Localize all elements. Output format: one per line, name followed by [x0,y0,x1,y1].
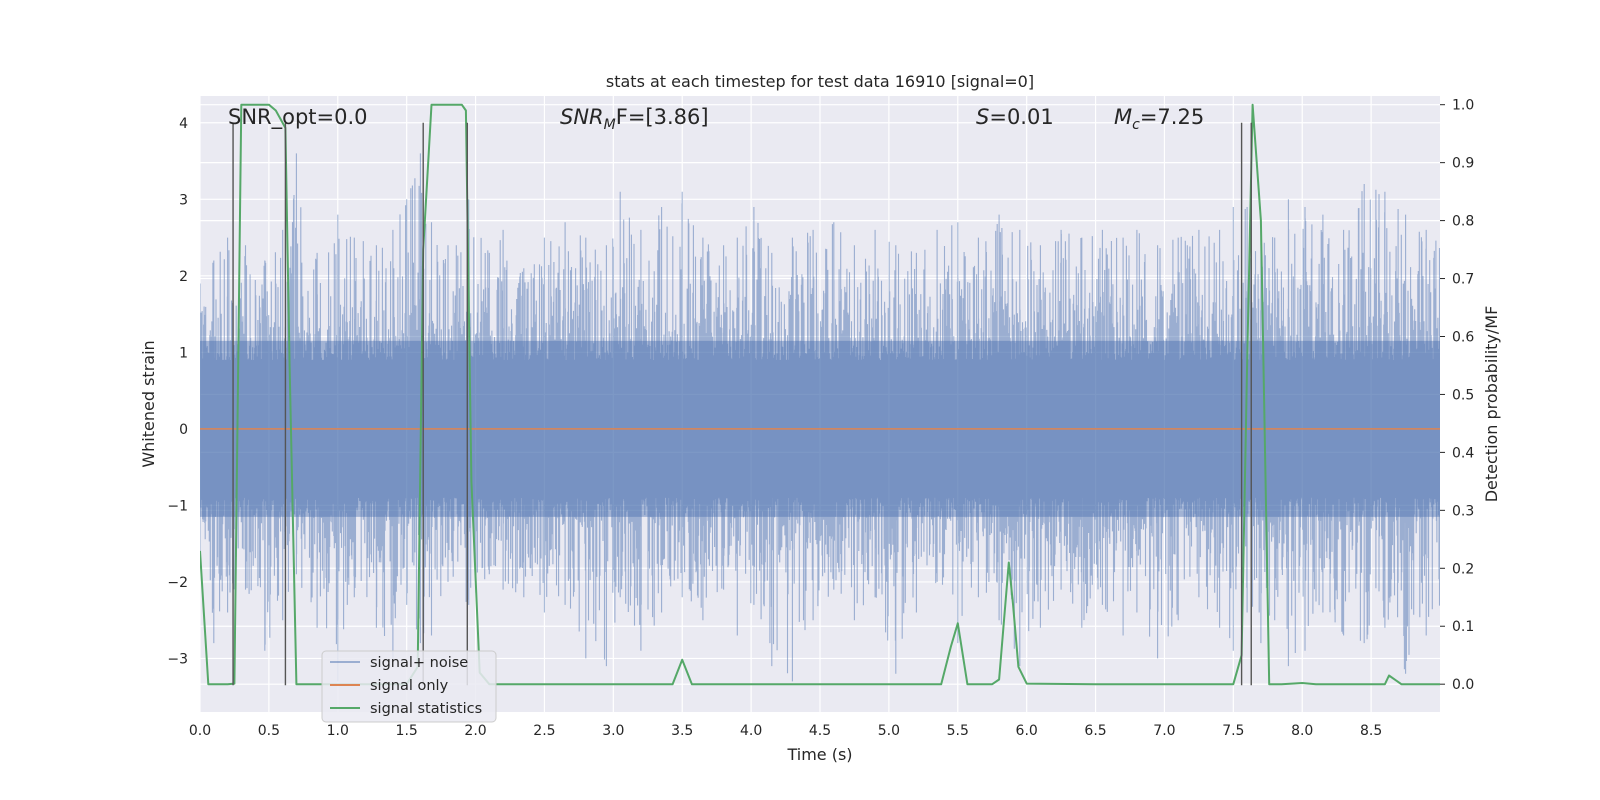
legend-label-signal-statistics: signal statistics [370,701,482,717]
series-layer [200,103,1440,686]
annotation-mc-tail: =7.25 [1140,105,1204,129]
x-tick-label: 2.5 [533,723,555,739]
annotation-s-main: S [976,105,989,129]
legend-label-signal-only: signal only [370,678,449,694]
x-tick-label: 8.0 [1291,723,1313,739]
series-signal-statistics [200,103,1440,686]
x-tick-label: 6.0 [1016,723,1038,739]
annotation-snr-mf: SNRMF=[3.86] [560,105,709,133]
annotation-s-tail: =0.01 [989,105,1053,129]
x-tick-label: 6.5 [1084,723,1106,739]
x-axis-label: Time (s) [786,745,852,764]
y-axis-label-right: Detection probability/MF [1482,306,1501,503]
y-tick-label-left: −3 [167,651,188,667]
x-tick-label: 8.5 [1360,723,1382,739]
annotation-mc-sub: c [1132,117,1140,133]
annotation-snr-mf-sub: M [604,117,616,133]
y-axis-label-left: Whitened strain [139,340,158,467]
legend-box [321,650,497,723]
x-tick-label: 1.0 [327,723,349,739]
annotation-snr-mf-tail: F=[3.86] [616,105,709,129]
y-tick-label-right: 0.5 [1452,387,1474,403]
x-tick-label: 2.0 [464,723,486,739]
x-tick-label: 4.5 [809,723,831,739]
y-tick-label-left: 0 [179,422,188,438]
y-tick-label-left: 1 [179,345,188,361]
y-tick-label-right: 0.0 [1452,677,1474,693]
x-tick-label: 0.5 [258,723,280,739]
annotation-snr-mf-main: SNR [560,105,604,129]
chart-title: stats at each timestep for test data 169… [606,72,1034,91]
x-tick-label: 1.5 [396,723,418,739]
y-tick-label-right: 0.1 [1452,619,1474,635]
y-tick-label-right: 1.0 [1452,98,1474,114]
annotation-mc-main: M [1114,105,1132,129]
y-tick-label-left: 2 [179,269,188,285]
y-tick-label-right: 0.6 [1452,329,1474,345]
x-tick-label: 5.0 [878,723,900,739]
y-tick-label-right: 0.8 [1452,214,1474,230]
x-tick-label: 3.0 [602,723,624,739]
legend: signal+ noise signal only signal statist… [321,650,497,723]
y-tick-label-left: −2 [167,575,188,591]
y-tick-label-right: 0.2 [1452,561,1474,577]
y-tick-label-right: 0.3 [1452,503,1474,519]
vertical-markers [232,122,1252,686]
y-tick-label-right: 0.7 [1452,272,1474,288]
y-tick-label-left: 4 [179,116,188,132]
annotation-mc: Mc=7.25 [1114,105,1204,133]
legend-label-signal-noise: signal+ noise [370,655,468,671]
y-tick-label-right: 0.4 [1452,445,1474,461]
y-tick-label-left: −1 [167,498,188,514]
x-tick-label: 5.5 [947,723,969,739]
x-tick-label: 0.0 [189,723,211,739]
annotation-s: S=0.01 [976,105,1054,129]
x-tick-label: 7.5 [1222,723,1244,739]
y-tick-label-right: 0.9 [1452,156,1474,172]
x-tick-label: 3.5 [671,723,693,739]
y-tick-label-left: 3 [179,192,188,208]
ticks: 0.0 0.5 1.0 1.5 2.0 2.5 3.0 3.5 4.0 4.5 5.0 5.5 6.0 6… [167,98,1474,739]
x-tick-label: 4.0 [740,723,762,739]
annotation-snr-opt: SNR_opt=0.0 [228,105,368,130]
x-tick-label: 7.0 [1153,723,1175,739]
